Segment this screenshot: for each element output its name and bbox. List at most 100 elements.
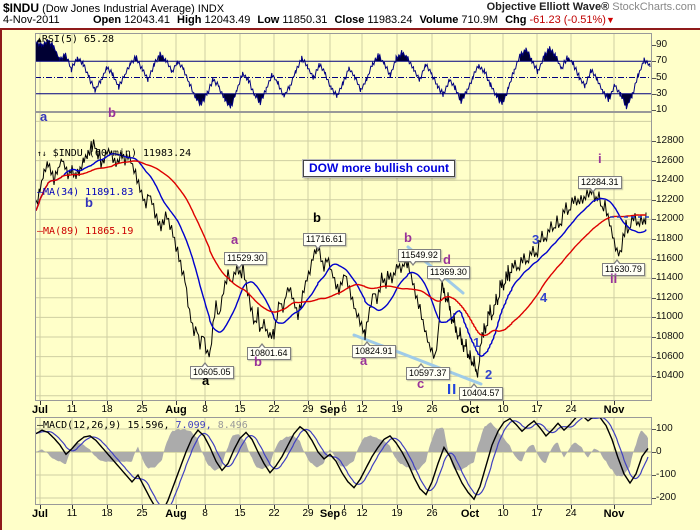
wave-label: 3 bbox=[532, 232, 540, 247]
x-axis-tick bbox=[274, 401, 275, 405]
x-axis-tick bbox=[142, 401, 143, 405]
price-callout: 11369.30 bbox=[427, 266, 470, 283]
chart-header: $INDU (Dow Jones Industrial Average) IND… bbox=[0, 0, 700, 28]
x-axis-tick bbox=[274, 505, 275, 509]
axis-tick bbox=[652, 317, 656, 319]
price-callout: 12284.31 bbox=[578, 176, 622, 193]
price-axis-label: 10600 bbox=[656, 350, 684, 362]
price-callout: 11716.61 bbox=[303, 233, 346, 250]
x-axis-tick bbox=[205, 505, 206, 509]
x-axis-tick bbox=[470, 505, 471, 509]
x-axis-label: 17 bbox=[531, 404, 543, 415]
price-axis-label: -200 bbox=[656, 492, 677, 503]
price-axis-label: 90 bbox=[656, 39, 668, 50]
price-legend: ↑↓ $INDU (60 min) 11983.24 —MA(34) 11891… bbox=[37, 121, 191, 264]
axis-tick bbox=[652, 61, 656, 63]
x-axis-tick bbox=[40, 401, 41, 405]
price-axis-label: 10 bbox=[656, 104, 668, 115]
x-axis-label: Jul bbox=[32, 508, 48, 520]
quote-volume-value: 710.9M bbox=[461, 14, 499, 26]
x-axis-label: 26 bbox=[426, 508, 438, 519]
x-axis-tick bbox=[72, 505, 73, 509]
price-axis-label: 11200 bbox=[656, 291, 684, 303]
x-axis-label: 11 bbox=[66, 404, 78, 415]
x-axis-tick bbox=[614, 505, 615, 509]
updown-arrows-icon: ↑↓ bbox=[37, 149, 47, 158]
quote-low-label: Low bbox=[257, 14, 280, 26]
x-axis-tick bbox=[176, 401, 177, 405]
x-axis-tick bbox=[362, 505, 363, 509]
rsi-plot bbox=[35, 33, 652, 112]
quote-high-label: High bbox=[177, 14, 202, 26]
macd-legend: —MACD(12,26,9) 15.596, 7.099, 8.496 bbox=[37, 419, 248, 432]
x-axis-label: 26 bbox=[426, 404, 438, 415]
rsi-legend-text: RSI(5) 65.28 bbox=[41, 34, 115, 45]
wave-label: b bbox=[313, 210, 321, 225]
wave-label: a bbox=[231, 232, 239, 247]
x-axis-label: 8 bbox=[202, 508, 208, 519]
x-axis-tick bbox=[205, 401, 206, 405]
x-axis-label: Jul bbox=[32, 404, 48, 416]
x-axis-tick bbox=[308, 401, 309, 405]
x-axis-label: 29 bbox=[302, 404, 314, 415]
price-axis-label: 30 bbox=[656, 87, 668, 99]
axis-tick bbox=[652, 45, 656, 46]
x-axis-label: 19 bbox=[391, 508, 403, 519]
axis-tick bbox=[652, 199, 656, 201]
price-axis-label: 100 bbox=[656, 423, 673, 434]
axis-tick bbox=[652, 429, 656, 430]
quote-open-value: 12043.41 bbox=[124, 14, 171, 26]
x-axis-tick bbox=[571, 401, 572, 405]
axis-tick bbox=[652, 239, 656, 240]
x-axis-tick bbox=[72, 401, 73, 405]
x-axis-label: 22 bbox=[268, 508, 280, 519]
x-axis-label: 8 bbox=[202, 404, 208, 415]
x-axis-label: Sep bbox=[319, 508, 341, 520]
x-axis-tick bbox=[344, 401, 345, 405]
x-axis-tick bbox=[176, 505, 177, 509]
x-axis-label: 22 bbox=[268, 404, 280, 415]
symbol-name: (Dow Jones Industrial Average) bbox=[42, 3, 195, 15]
x-axis-label: 10 bbox=[497, 404, 509, 415]
axis-tick bbox=[652, 219, 656, 221]
axis-tick bbox=[652, 93, 656, 95]
price-axis-label: 12200 bbox=[656, 193, 684, 205]
x-axis-tick bbox=[470, 401, 471, 405]
price-callout: 11529.30 bbox=[224, 252, 267, 269]
axis-tick bbox=[652, 498, 656, 499]
x-axis-label: 24 bbox=[565, 508, 577, 519]
price-callout: 10597.37 bbox=[406, 363, 450, 380]
price-callout: 10801.64 bbox=[247, 343, 291, 360]
x-axis-tick bbox=[397, 505, 398, 509]
brand-label: Objective Elliott Wave® bbox=[486, 1, 610, 13]
price-axis-label: 12600 bbox=[656, 154, 684, 166]
wave-label: b bbox=[254, 354, 262, 369]
quote-chg-label: Chg bbox=[505, 14, 527, 26]
x-axis-tick bbox=[614, 401, 615, 405]
x-axis-tick bbox=[432, 505, 433, 509]
x-axis-label: 11 bbox=[66, 508, 78, 519]
x-axis-tick bbox=[240, 505, 241, 509]
wave-label: d bbox=[443, 252, 451, 267]
price-axis-label: -100 bbox=[656, 469, 677, 480]
axis-tick bbox=[652, 337, 656, 338]
wave-label: 4 bbox=[540, 290, 548, 305]
quote-close-value: 11983.24 bbox=[367, 14, 413, 26]
header-divider bbox=[0, 28, 700, 30]
price-axis-label: 11400 bbox=[656, 272, 684, 284]
axis-tick bbox=[652, 258, 656, 260]
x-axis-tick bbox=[571, 505, 572, 509]
wave-label: b bbox=[404, 230, 412, 245]
axis-tick bbox=[652, 77, 656, 79]
macd-legend-name: —MACD(12,26,9) 15.596, bbox=[37, 420, 170, 431]
price-callout: 10404.57 bbox=[459, 383, 503, 400]
site-label: StockCharts.com bbox=[612, 1, 696, 13]
price-callout: 11630.79 bbox=[602, 259, 645, 276]
price-callout: 10605.05 bbox=[190, 362, 234, 379]
x-axis-tick bbox=[362, 401, 363, 405]
axis-tick bbox=[652, 278, 656, 280]
wave-label: II bbox=[447, 381, 458, 398]
axis-tick bbox=[652, 141, 656, 142]
wave-label: b bbox=[108, 105, 116, 120]
